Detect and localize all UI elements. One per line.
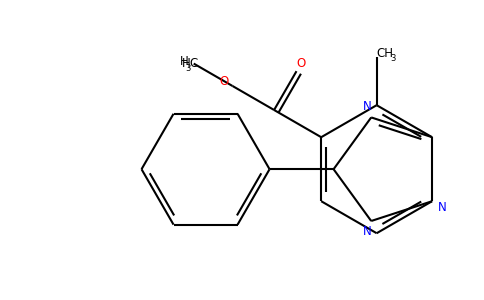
Text: H: H bbox=[182, 57, 191, 70]
Text: O: O bbox=[220, 75, 229, 88]
Text: CH: CH bbox=[377, 47, 393, 61]
Text: N: N bbox=[363, 226, 372, 238]
Text: 3: 3 bbox=[186, 64, 191, 73]
Text: N: N bbox=[438, 201, 446, 214]
Text: O: O bbox=[296, 57, 305, 70]
Text: C: C bbox=[189, 57, 197, 70]
Text: H: H bbox=[180, 56, 188, 68]
Text: N: N bbox=[363, 100, 372, 113]
Text: 3: 3 bbox=[391, 54, 396, 63]
